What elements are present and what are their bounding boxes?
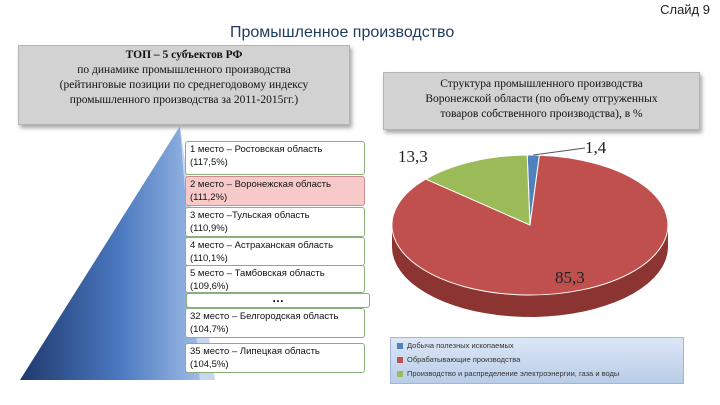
rank-value: (104,5%) [190,359,229,370]
legend-label: Добыча полезных ископаемых [407,341,514,350]
rank-label: 35 место – Липецкая область [190,346,320,357]
panel-subtitle-line: промышленного производства за 2011-2015г… [69,94,299,106]
legend-swatch [397,356,403,363]
rank-value: (110,9%) [190,223,228,234]
structure-header-panel: Структура промышленного производства Вор… [383,72,700,130]
pie-label-manufacturing: 85,3 [555,268,585,287]
rank-item: 1 место – Ростовская область (117,5%) [185,141,365,175]
legend-item-manufacturing: Обрабатывающие производства [397,355,520,364]
rank-label: 32 место – Белгородская область [190,311,339,322]
rank-value: (111,2%) [190,192,228,203]
chart-legend: Добыча полезных ископаемых Обрабатывающи… [390,337,684,384]
panel-subtitle-line: по динамике промышленного производства [77,64,291,76]
legend-swatch [397,370,403,377]
pie-label-energy: 13,3 [398,147,428,166]
rank-item: 5 место – Тамбовская область (109,6%) [185,265,365,293]
page-title: Промышленное производство [230,24,455,41]
pie-leader-line [533,147,586,156]
rank-label: 2 место – Воронежская область [190,179,331,190]
rank-item: 4 место – Астраханская область (110,1%) [185,237,365,266]
rank-item: 3 место –Тульская область (110,9%) [185,207,365,237]
rank-label: 5 место – Тамбовская область [190,268,325,279]
legend-item-mining: Добыча полезных ископаемых [397,341,514,350]
rank-value: (110,1%) [190,253,228,264]
legend-item-energy: Производство и распределение электроэнер… [397,369,619,378]
panel-title-line: Воронежской области (по объему отгруженн… [425,93,658,105]
panel-title: ТОП – 5 субъектов РФ [125,49,243,61]
legend-label: Производство и распределение электроэнер… [407,369,620,378]
top5-header-panel: ТОП – 5 субъектов РФ по динамике промышл… [18,45,350,125]
rank-value: (104,7%) [190,324,229,335]
rank-label: 4 место – Астраханская область [190,240,334,251]
rank-item-highlighted: 2 место – Воронежская область (111,2%) [185,176,365,206]
legend-label: Обрабатывающие производства [407,355,521,364]
pyramid-left-face [20,126,200,380]
panel-title-line: Структура промышленного производства [440,78,643,90]
pie-chart [391,147,669,317]
pie-slice-energy [424,154,531,226]
legend-swatch [397,342,403,349]
pie-slice-side [392,225,668,317]
slide-number: Слайд 9 [660,2,710,17]
rank-item: 32 место – Белгородская область (104,7%) [185,308,365,338]
ellipsis-divider: … [186,292,370,308]
panel-title-line: товаров собственного производства), в % [440,108,643,120]
pie-label-mining: 1,4 [585,138,607,157]
rank-label: 1 место – Ростовская область [190,144,323,155]
panel-subtitle-line: (рейтинговые позиции по среднегодовому и… [59,79,309,91]
rank-label: 3 место –Тульская область [190,210,310,221]
rank-item: 35 место – Липецкая область (104,5%) [185,343,365,373]
rank-value: (117,5%) [190,157,228,168]
rank-value: (109,6%) [190,281,229,292]
